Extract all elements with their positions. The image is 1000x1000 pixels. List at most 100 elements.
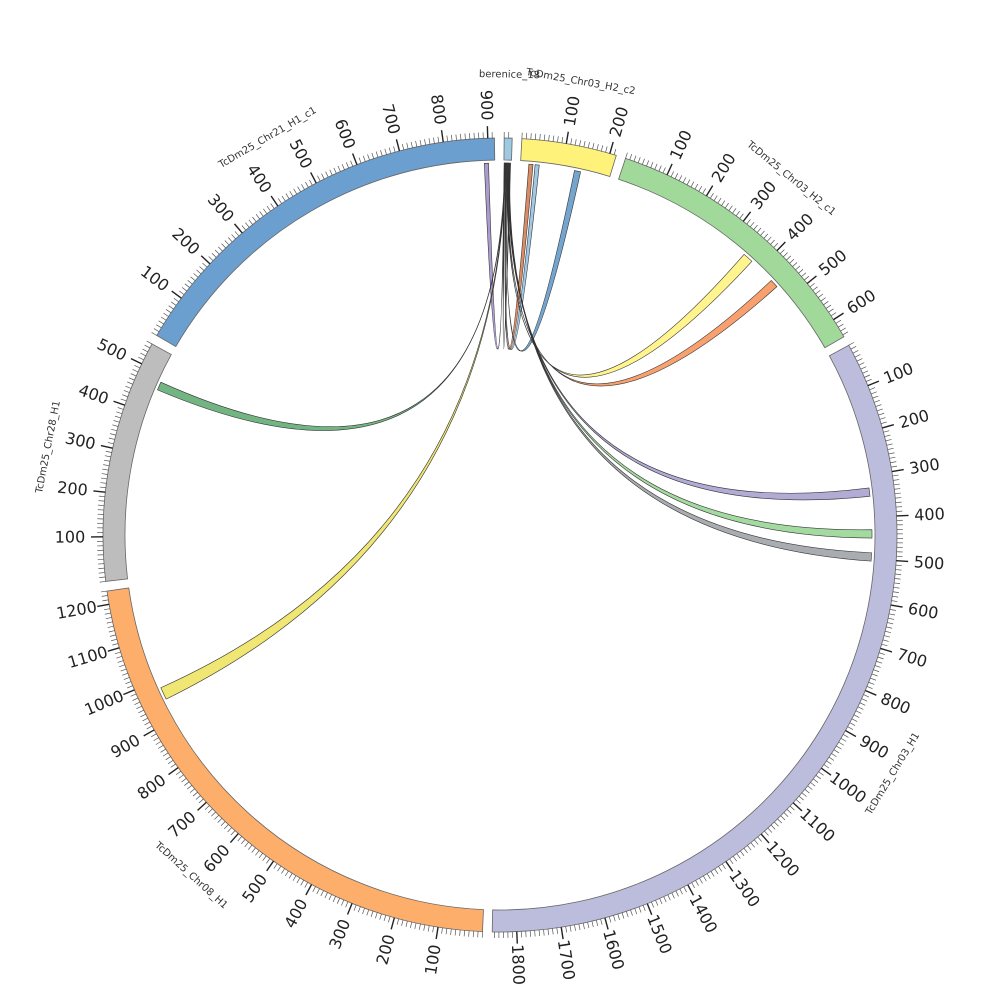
segment-tcdm25-chr03-h2-c2: 100 200 TcDm25_Chr03_H2_c2 xyxy=(520,67,636,177)
tick-label: 800 xyxy=(134,770,170,803)
tick-label: 300 xyxy=(204,190,238,226)
tick-label: 1600 xyxy=(599,928,628,972)
major-tick xyxy=(891,468,904,473)
chord-link-5 xyxy=(505,162,581,352)
major-tick xyxy=(107,647,120,652)
segment-label: TcDm25_Chr03_H2_c2 xyxy=(524,67,636,97)
tick-label: 900 xyxy=(477,90,497,121)
major-tick xyxy=(100,444,113,449)
major-tick xyxy=(351,153,358,165)
links-layer xyxy=(157,162,873,700)
tick-label: 600 xyxy=(199,841,233,876)
major-tick xyxy=(390,917,396,930)
chord-link-6 xyxy=(506,162,753,378)
segment-arc xyxy=(520,138,617,177)
tick-label: 800 xyxy=(427,93,450,126)
tick-label: 200 xyxy=(56,478,88,500)
major-tick xyxy=(896,514,909,517)
major-tick xyxy=(880,647,893,653)
tick-label: 1000 xyxy=(826,768,870,807)
minor-ticks xyxy=(494,342,904,939)
tick-label: 200 xyxy=(897,406,932,433)
tick-label: 100 xyxy=(881,359,916,388)
tick-label: 1800 xyxy=(508,944,529,985)
major-tick xyxy=(435,927,439,940)
tick-label: 200 xyxy=(606,104,633,139)
major-tick xyxy=(123,689,135,696)
segment-arc xyxy=(503,137,513,161)
minor-ticks xyxy=(521,132,617,155)
chord-link-4 xyxy=(505,162,540,350)
tick-label: 300 xyxy=(747,177,781,213)
major-tick xyxy=(882,423,895,429)
minor-ticks xyxy=(503,132,510,139)
tick-label: 1200 xyxy=(55,597,98,623)
major-tick xyxy=(310,172,317,184)
major-tick xyxy=(346,903,353,915)
tick-label: 1100 xyxy=(66,642,110,672)
major-tick xyxy=(609,141,614,154)
tick-label: 1000 xyxy=(82,686,127,719)
major-tick xyxy=(130,358,143,365)
major-tick xyxy=(266,860,275,872)
tick-label: 600 xyxy=(331,116,360,151)
major-tick xyxy=(725,861,734,872)
tick-label: 1500 xyxy=(643,912,676,957)
tick-label: 200 xyxy=(372,932,398,967)
tick-label: 200 xyxy=(708,150,740,186)
major-tick xyxy=(565,131,569,144)
major-tick xyxy=(604,917,609,930)
major-tick xyxy=(687,884,695,896)
tick-label: 700 xyxy=(895,644,930,671)
tick-label: 600 xyxy=(907,599,940,623)
tick-label: 400 xyxy=(76,380,111,408)
chord-link-10 xyxy=(508,162,872,562)
tick-label: 500 xyxy=(815,246,851,280)
tick-label: 600 xyxy=(843,285,879,318)
segment-arc xyxy=(102,343,172,582)
major-tick xyxy=(200,255,211,265)
major-tick xyxy=(229,833,239,844)
segment-arc xyxy=(106,587,484,933)
major-tick xyxy=(516,931,518,944)
tick-label: 400 xyxy=(243,161,276,197)
chord-link-1 xyxy=(157,162,506,431)
tick-label: 100 xyxy=(137,262,173,295)
tick-label: 500 xyxy=(285,136,316,172)
segment-tcdm25-chr08-h1: 100200300400500600700800900100011001200T… xyxy=(55,587,484,976)
segment-label: berenice_18 xyxy=(479,69,540,81)
major-tick xyxy=(867,380,880,387)
minor-ticks xyxy=(100,590,483,938)
chord-link-0 xyxy=(484,162,506,350)
tick-label: 400 xyxy=(783,209,818,244)
tick-label: 500 xyxy=(913,552,945,573)
major-tick xyxy=(197,801,207,811)
chord-link-2 xyxy=(160,162,507,700)
segment-arc xyxy=(618,157,845,349)
major-tick xyxy=(168,767,179,776)
major-tick xyxy=(233,223,243,234)
major-tick xyxy=(143,729,155,737)
tick-label: 400 xyxy=(914,504,945,524)
major-tick xyxy=(113,400,126,406)
tick-label: 700 xyxy=(164,807,199,842)
major-tick xyxy=(890,604,903,608)
tick-label: 300 xyxy=(325,916,354,951)
segment-berenice-18: berenice_18 xyxy=(479,69,540,161)
tick-label: 300 xyxy=(63,428,97,453)
tick-label: 1700 xyxy=(554,938,579,981)
tick-label: 100 xyxy=(560,94,584,127)
major-tick xyxy=(560,927,564,940)
tick-label: 100 xyxy=(666,127,696,163)
tick-label: 100 xyxy=(421,943,445,976)
major-tick xyxy=(865,689,877,696)
tick-label: 900 xyxy=(856,731,892,763)
tick-label: 1300 xyxy=(725,866,764,910)
major-tick xyxy=(833,312,844,321)
tick-label: 200 xyxy=(168,224,203,259)
major-tick xyxy=(806,275,817,285)
